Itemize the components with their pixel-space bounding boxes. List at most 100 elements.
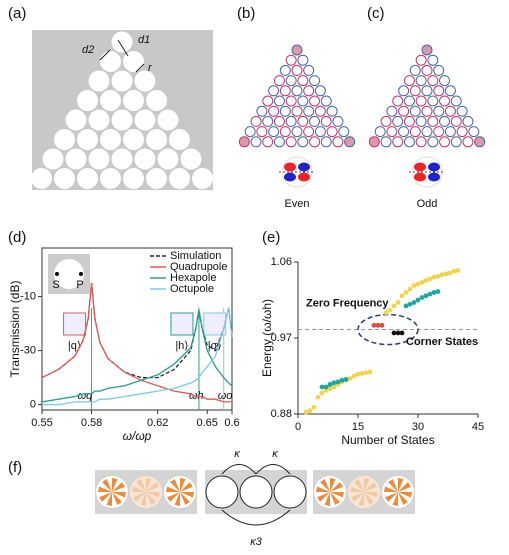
petal [384,486,398,492]
point [379,322,385,328]
point [423,293,429,299]
mode-site [427,115,439,127]
petal [351,492,364,502]
legend-label: Quadrupole [170,261,228,273]
caption: Odd [417,198,438,210]
panel-label: (e) [262,229,280,246]
mode-site [427,75,439,87]
mode-site [309,75,321,87]
point [395,300,401,305]
rod [123,168,144,189]
coupling-arrow [221,509,291,526]
plot-frame [41,247,233,411]
mode-site [332,115,344,127]
mode-site [439,136,451,148]
petal [136,479,146,492]
rod [77,129,98,150]
rod [111,109,133,131]
mode-site [409,85,421,97]
annotation: d1 [138,34,150,46]
rod [192,168,213,189]
mode-site [368,136,380,148]
rod [273,475,307,509]
y-axis-label: Transmission (dB) [8,281,22,378]
petal [98,486,112,492]
petal [132,486,146,492]
point [403,290,409,295]
point [439,272,445,278]
mode-site [403,115,415,127]
mode-site [262,115,274,127]
marker-label: ωo [218,390,233,402]
mode-site [297,95,309,107]
petal [364,482,377,492]
mode-site [398,126,410,138]
mode-site [273,95,285,107]
annotation: r [148,62,153,74]
mode-site [309,115,321,127]
mode-site [314,105,326,117]
rod [180,148,202,170]
petal [385,492,398,502]
point [451,268,457,274]
mode-site [309,95,321,107]
lobe [284,172,296,182]
mode-site [380,136,392,148]
mode-site [314,126,326,138]
point [443,271,449,277]
petal [330,482,343,492]
point [435,289,441,294]
petal [364,478,370,492]
lobe [428,172,440,182]
petal [388,479,398,492]
point [455,268,461,273]
caption: Even [284,198,309,210]
mode-site [433,64,445,76]
mode-site [380,115,392,127]
petal [146,478,152,492]
point [391,303,397,309]
rod [88,70,110,92]
mode-site [279,85,291,97]
petal [167,492,180,502]
mode-site [273,115,285,127]
mode-site [386,126,398,138]
point [391,330,397,336]
rod [31,168,52,189]
mode-site [462,136,474,148]
corner-label: Corner States [406,336,478,348]
rod [54,129,75,150]
mode-site [279,126,291,138]
petal [330,492,340,505]
mode-site [450,115,462,127]
point [415,281,421,287]
rod [239,475,273,509]
rod [169,129,190,150]
mode-site [439,95,451,107]
mode-site [338,126,350,138]
panel-label: (b) [237,5,255,22]
y-tick-label: 0 [30,399,36,411]
mode-site [427,136,439,148]
mode-site [332,136,344,148]
inset-label: S [52,279,59,291]
point [375,322,381,328]
mode-site [415,54,427,66]
petal [146,482,159,492]
rod [100,90,121,111]
mode-site [421,126,433,138]
mode-site [279,105,291,117]
rod [157,109,179,131]
point [427,291,433,297]
mode-site [415,75,427,87]
point [419,279,425,285]
mode-site [392,115,404,127]
rod [123,90,144,111]
mode-site [273,75,285,87]
mode-icon [411,156,443,188]
point [343,376,349,382]
x-tick-label: 0.65 [197,417,218,429]
mode-site [250,115,262,127]
mode-site [297,136,309,148]
